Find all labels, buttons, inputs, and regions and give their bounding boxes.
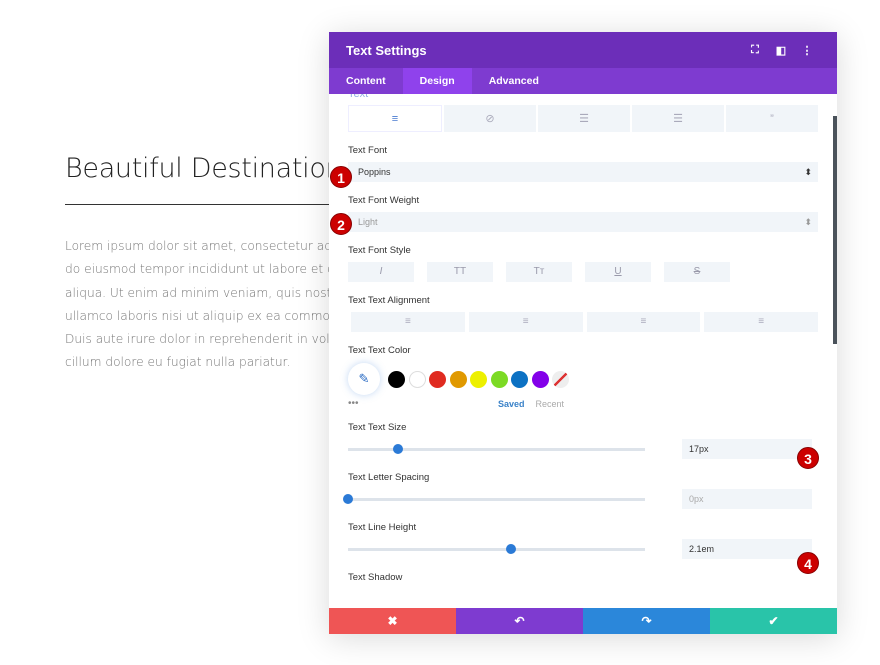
more-icon[interactable]: ⋮ [801,44,813,57]
body-paragraph: Lorem ipsum dolor sit amet, consectetur … [65,235,365,375]
slider-handle[interactable] [393,443,404,454]
tab-design[interactable]: Design [402,68,472,94]
para-line: cillum dolore eu fugiat nulla pariatur. [65,355,291,370]
fullscreen-icon[interactable]: ⛶ [751,43,759,56]
color-swatch[interactable] [470,370,487,388]
underline-button[interactable]: U [585,262,651,282]
letter-spacing-slider[interactable] [343,493,645,504]
split-view-icon[interactable]: ◧ [775,44,787,57]
color-swatch[interactable] [531,370,549,388]
para-line: Duis aute irure dolor in reprehenderit i… [65,332,363,347]
tab-content[interactable]: Content [346,75,386,87]
uppercase-button[interactable]: TT [427,262,493,282]
align-left-icon[interactable]: ≡ [348,105,442,132]
recent-colors-tab[interactable]: Recent [535,398,565,409]
text-group-tabs: ≡ ⊘ ☰ ☰ ” [348,105,818,132]
para-line: Lorem ipsum dolor sit amet, consectetur … [65,239,360,253]
page-content: Beautiful Destinations Lorem ipsum dolor… [65,150,365,375]
align-left-button[interactable]: ≡ [351,312,465,332]
color-swatch[interactable] [429,370,446,388]
text-color-label: Text Text Color [348,345,411,356]
divider [65,204,345,205]
font-style-label: Text Font Style [348,245,411,256]
modal-footer: ✖ ↶ ↷ ✔ [329,608,837,634]
slider-handle[interactable] [343,493,353,504]
line-height-control: 2.1em [348,539,818,559]
color-swatch[interactable] [490,370,508,388]
page-heading: Beautiful Destinations [65,153,357,184]
text-settings-modal: Text Settings ⛶ ◧ ⋮ Content Design Advan… [329,32,837,634]
text-font-label: Text Font [348,145,388,156]
letter-spacing-control: 0px [343,489,818,509]
select-arrows-icon: ⬍ [804,167,812,177]
tab-advanced[interactable]: Advanced [488,75,539,87]
slider-handle[interactable] [506,543,517,554]
saved-colors-tab[interactable]: Saved [498,398,525,409]
quote-icon[interactable]: ” [726,105,818,132]
color-swatch[interactable] [449,370,467,388]
line-height-input[interactable]: 2.1em [682,539,812,559]
alignment-label: Text Text Alignment [348,295,430,306]
redo-button[interactable]: ↷ [583,608,710,634]
align-justify-button[interactable]: ≡ [704,312,818,332]
modal-header: Text Settings ⛶ ◧ ⋮ [329,32,837,68]
text-font-select[interactable]: Poppins ⬍ [348,162,818,182]
color-swatch[interactable] [408,370,426,388]
para-line: ullamco laboris nisi ut aliquip ex ea co… [65,308,356,323]
select-value: Light [358,217,378,227]
select-value: Poppins [358,167,391,177]
section-title[interactable]: Text [348,94,369,100]
modal-body: Text ≡ ⊘ ☰ ☰ ” Text Font Poppins ⬍ Text F… [329,94,837,608]
line-height-label: Text Line Height [348,522,417,533]
more-colors-icon[interactable]: ••• [348,398,359,409]
letter-spacing-label: Text Letter Spacing [348,472,430,483]
align-right-button[interactable]: ≡ [586,312,701,332]
eyedropper-icon[interactable]: ✎ [348,363,380,395]
unordered-list-icon[interactable]: ☰ [538,105,630,132]
alignment-buttons: ≡ ≡ ≡ ≡ [348,312,818,332]
palette-footer: ••• Saved Recent [348,398,818,409]
strikethrough-button[interactable]: S [664,262,730,282]
color-swatch[interactable] [388,370,405,388]
capitalize-button[interactable]: Tт [506,262,572,282]
text-size-input[interactable]: 17px [682,439,812,459]
para-line: aliqua. Ut enim ad minim veniam, quis no… [65,285,364,300]
annotation-badge: 4 [797,552,819,574]
link-icon[interactable]: ⊘ [444,105,536,132]
modal-title: Text Settings [346,42,427,58]
color-swatch[interactable] [511,370,528,388]
align-center-button[interactable]: ≡ [468,312,583,332]
text-size-label: Text Text Size [348,422,407,433]
save-button[interactable]: ✔ [710,608,837,634]
modal-tabs: Content Design Advanced [329,68,837,94]
line-height-slider[interactable] [348,543,645,554]
font-style-buttons: I TT Tт U S [348,262,818,282]
letter-spacing-input[interactable]: 0px [682,489,812,509]
para-line: do eiusmod tempor incididunt ut labore e… [65,262,359,277]
ordered-list-icon[interactable]: ☰ [632,105,724,132]
select-arrows-icon: ⬍ [804,217,812,227]
color-palette: ✎ [348,362,818,396]
scrollbar[interactable] [833,116,837,344]
undo-button[interactable]: ↶ [456,608,583,634]
annotation-badge: 3 [797,447,819,469]
text-size-control: 17px [348,439,818,459]
font-weight-select[interactable]: Light ⬍ [348,212,818,232]
no-color-icon[interactable] [552,370,569,388]
text-size-slider[interactable] [348,443,645,454]
annotation-badge: 1 [330,166,352,188]
annotation-badge: 2 [330,213,352,235]
font-weight-label: Text Font Weight [348,195,420,206]
text-shadow-label: Text Shadow [348,572,403,583]
cancel-button[interactable]: ✖ [329,608,456,634]
italic-button[interactable]: I [348,262,414,282]
